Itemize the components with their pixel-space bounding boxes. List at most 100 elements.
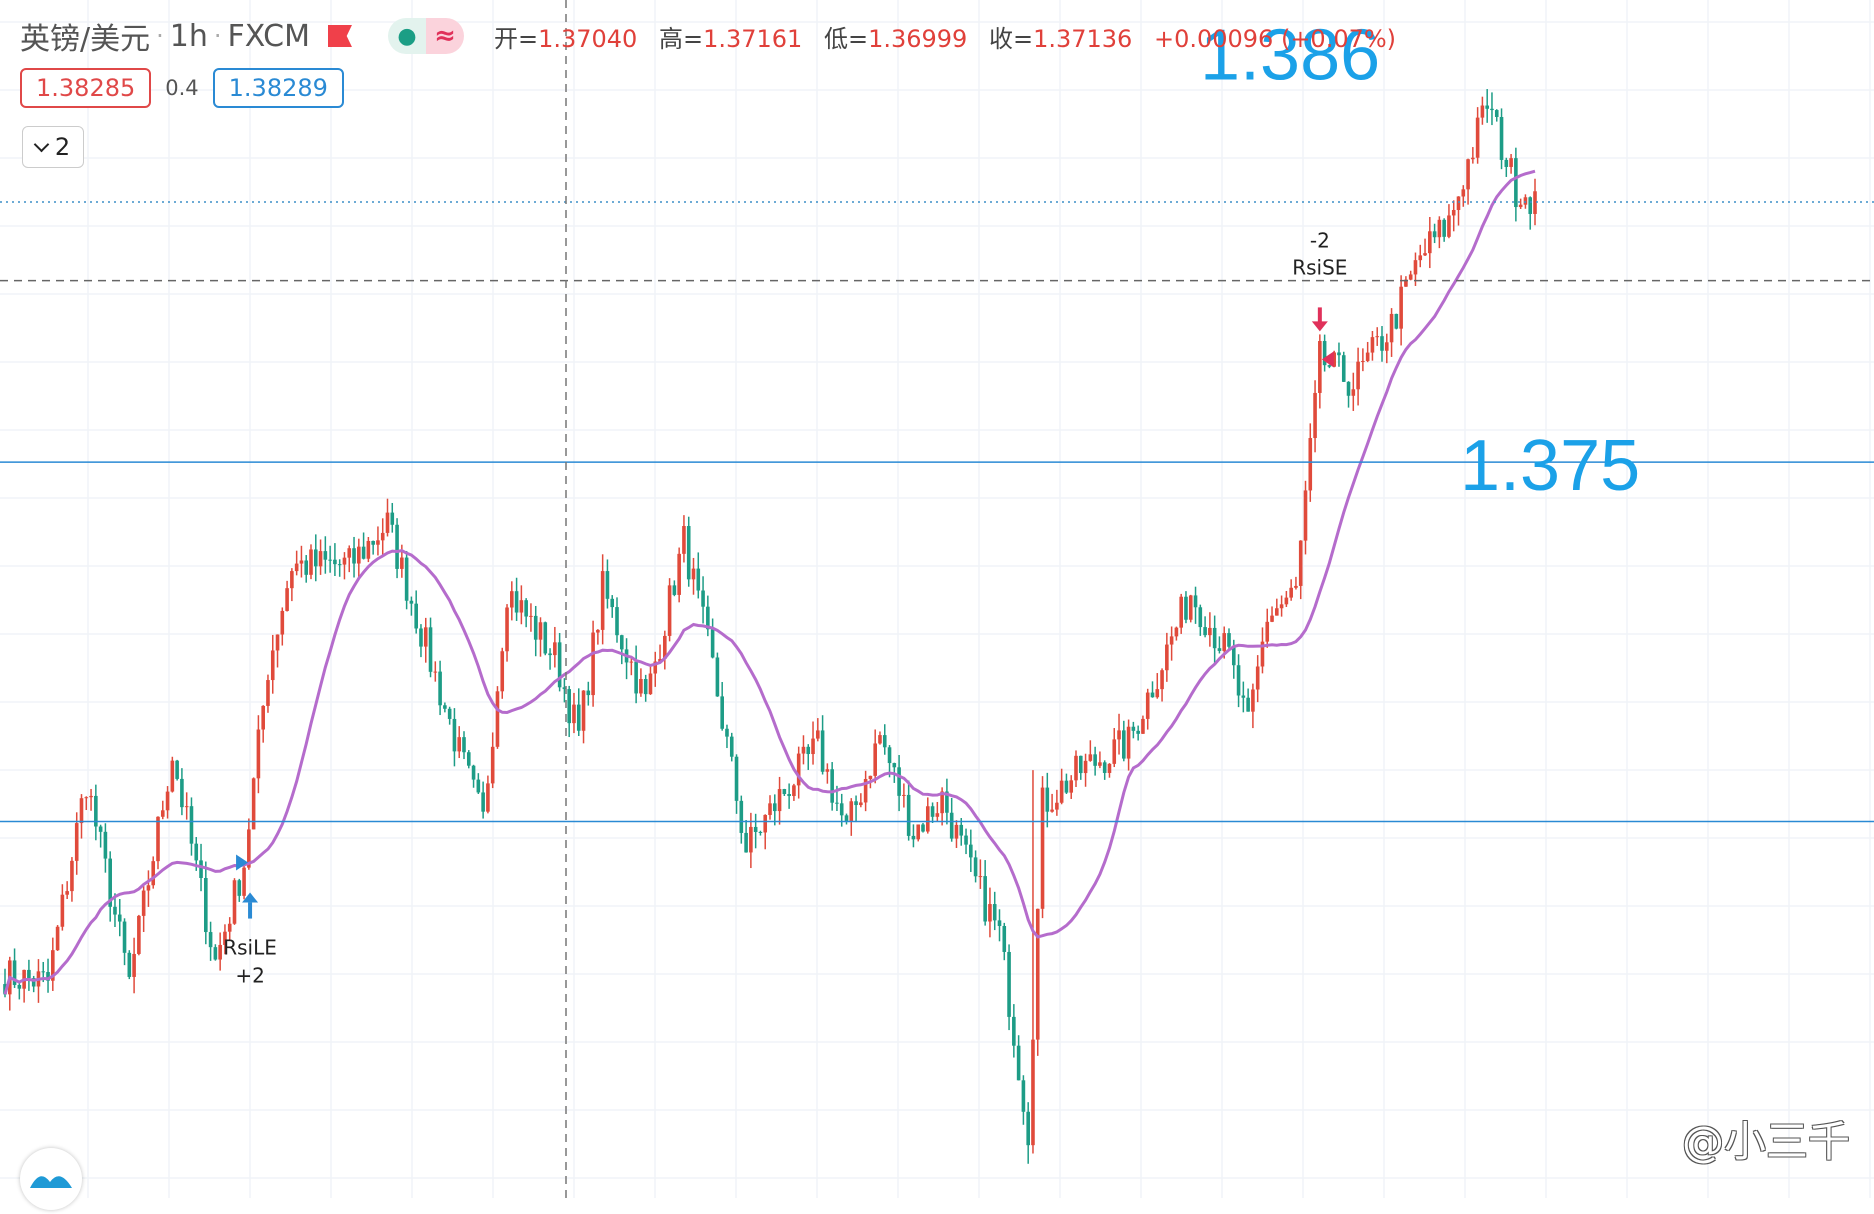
high-value: 1.37161 xyxy=(703,24,803,53)
arrow-down-icon xyxy=(1317,307,1322,324)
candle-body xyxy=(1341,355,1346,382)
candle-body xyxy=(357,546,361,564)
candle-body xyxy=(1208,627,1212,636)
candle-body xyxy=(902,794,906,796)
market-status-pill[interactable]: ● ≈ xyxy=(387,18,464,54)
arrow-down-icon xyxy=(1311,321,1328,332)
candle-body xyxy=(1327,365,1332,367)
candle-body xyxy=(658,658,662,662)
candle-body xyxy=(1198,607,1203,628)
candle-body xyxy=(31,978,36,987)
candle-body xyxy=(1088,754,1093,761)
arrow-up-icon xyxy=(248,902,253,919)
candle-body xyxy=(978,876,983,878)
candle-body xyxy=(1318,341,1322,393)
candle-body xyxy=(1394,313,1399,329)
candle-body xyxy=(27,969,31,979)
candle-body xyxy=(772,803,777,812)
candle-body xyxy=(1078,755,1083,774)
candle-body xyxy=(500,651,505,692)
price-boxes: 1.38285 0.4 1.38289 xyxy=(20,68,344,108)
candle-body xyxy=(949,812,954,839)
market-open-icon: ● xyxy=(387,18,426,54)
candle-body xyxy=(1212,627,1217,649)
candle-body xyxy=(1246,697,1250,712)
candle-body xyxy=(1370,337,1375,353)
candle-body xyxy=(108,858,112,907)
candle-body xyxy=(1298,540,1303,586)
candle-body xyxy=(1451,209,1456,216)
candle-body xyxy=(586,690,591,696)
open-label: 开= xyxy=(493,24,539,53)
interval-label[interactable]: 1h xyxy=(169,18,208,54)
candle-body xyxy=(782,789,787,795)
candle-body xyxy=(663,635,667,659)
candle-body xyxy=(313,549,318,567)
candle-body xyxy=(1518,204,1523,208)
candle-body xyxy=(242,867,246,896)
candle-body xyxy=(352,548,356,564)
candle-body xyxy=(199,860,203,878)
candle-body xyxy=(452,718,457,752)
candle-body xyxy=(361,546,366,559)
low-label: 低= xyxy=(823,24,869,53)
candle-body xyxy=(897,767,901,796)
candle-body xyxy=(806,746,811,755)
candle-body xyxy=(1141,718,1145,734)
symbol-name[interactable]: 英镑/美元 xyxy=(20,22,151,57)
candle-body xyxy=(1107,763,1112,773)
candle-body xyxy=(1002,926,1007,952)
tradingview-logo[interactable] xyxy=(20,1148,82,1210)
candle-body xyxy=(1112,739,1117,764)
candle-body xyxy=(304,560,309,575)
candle-body xyxy=(213,947,218,960)
candle-body xyxy=(1165,644,1169,671)
candle-body xyxy=(404,557,409,601)
candle-body xyxy=(1031,1039,1035,1146)
indicators-toggle-button[interactable]: 2 xyxy=(22,126,84,168)
candle-body xyxy=(1313,392,1317,439)
chart-header: 英镑/美元 · 1h · FXCM ● ≈ 开=1.37040 高=1.3716… xyxy=(20,14,1396,58)
candle-body xyxy=(1337,352,1341,356)
candle-body xyxy=(55,926,60,951)
candle-body xyxy=(648,673,653,695)
candle-body xyxy=(983,876,987,922)
sell-price-button[interactable]: 1.38285 xyxy=(20,68,152,108)
candle-body xyxy=(1270,615,1274,622)
candle-body xyxy=(1499,117,1504,160)
candle-body xyxy=(1413,260,1418,275)
close-label: 收= xyxy=(988,24,1034,53)
candle-body xyxy=(973,857,978,877)
candle-body xyxy=(1389,313,1394,343)
candle-body xyxy=(1064,780,1069,793)
candle-body xyxy=(505,607,509,652)
candle-body xyxy=(490,746,495,784)
candle-body xyxy=(533,615,538,640)
candle-body xyxy=(141,890,146,916)
candle-body xyxy=(318,551,323,567)
candle-body xyxy=(1150,692,1155,698)
candle-body xyxy=(916,824,921,840)
candle-body xyxy=(600,571,605,630)
candle-body xyxy=(997,920,1002,927)
candle-body xyxy=(380,532,385,541)
candle-body xyxy=(275,634,280,651)
candle-body xyxy=(385,512,390,533)
candle-body xyxy=(529,615,533,617)
candle-body xyxy=(1523,197,1528,205)
buy-price-button[interactable]: 1.38289 xyxy=(212,68,344,108)
candle-body xyxy=(1012,1016,1016,1046)
candle-body xyxy=(1122,730,1126,759)
candle-body xyxy=(777,789,782,812)
candle-body xyxy=(887,747,892,764)
candle-body xyxy=(696,568,701,591)
candle-body xyxy=(873,743,877,776)
candle-body xyxy=(1083,760,1088,774)
candle-body xyxy=(160,810,165,817)
candle-body xyxy=(1007,951,1011,1017)
flag-icon[interactable] xyxy=(327,25,352,47)
candle-body xyxy=(639,678,643,694)
candle-body xyxy=(41,971,46,973)
candle-body xyxy=(462,737,466,753)
